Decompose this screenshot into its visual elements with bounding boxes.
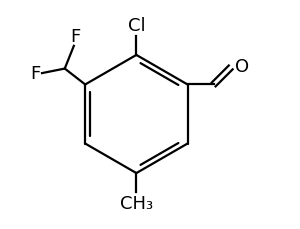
Text: O: O [235,58,249,76]
Text: F: F [30,65,40,83]
Text: F: F [70,27,80,46]
Text: CH₃: CH₃ [120,194,153,212]
Text: Cl: Cl [128,17,145,35]
